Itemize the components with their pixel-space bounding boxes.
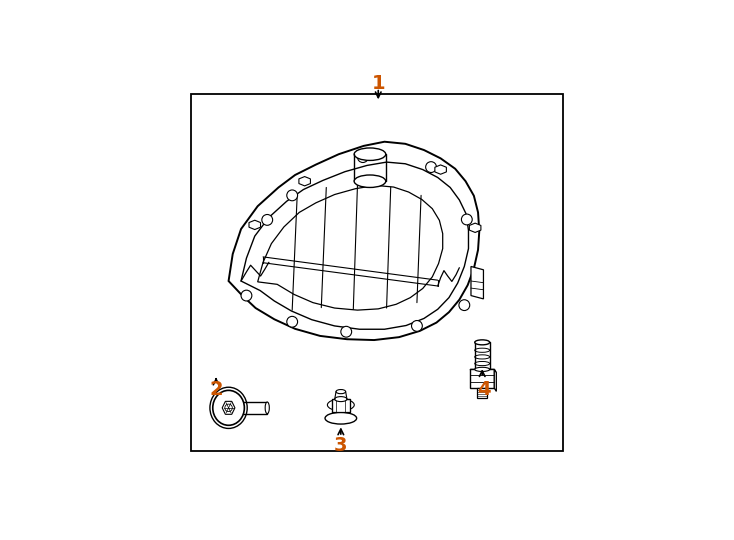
Polygon shape (299, 177, 310, 186)
Circle shape (459, 300, 470, 310)
Circle shape (262, 214, 272, 225)
Text: 3: 3 (334, 436, 348, 455)
Polygon shape (494, 369, 496, 392)
Circle shape (287, 316, 297, 327)
Ellipse shape (354, 175, 386, 187)
Circle shape (341, 326, 352, 337)
Ellipse shape (213, 390, 244, 426)
Ellipse shape (475, 367, 490, 372)
Ellipse shape (265, 402, 269, 414)
Polygon shape (470, 369, 496, 373)
Ellipse shape (335, 396, 347, 402)
Polygon shape (249, 220, 261, 230)
Circle shape (287, 190, 297, 201)
Polygon shape (435, 165, 446, 174)
Text: 1: 1 (371, 74, 385, 93)
Ellipse shape (336, 389, 346, 394)
Bar (332, 399, 349, 413)
Ellipse shape (327, 399, 355, 411)
Text: 2: 2 (209, 380, 223, 399)
Circle shape (412, 321, 422, 332)
Circle shape (357, 152, 368, 163)
Circle shape (462, 214, 472, 225)
Bar (477, 388, 487, 399)
Ellipse shape (475, 340, 490, 345)
Polygon shape (228, 141, 479, 340)
Ellipse shape (354, 148, 386, 160)
Text: 4: 4 (478, 380, 491, 399)
Polygon shape (469, 223, 481, 232)
Polygon shape (470, 369, 494, 388)
Bar (232, 402, 267, 414)
Ellipse shape (325, 413, 357, 424)
Circle shape (426, 161, 437, 172)
Polygon shape (471, 266, 484, 299)
Circle shape (241, 290, 252, 301)
Bar (191, 94, 563, 451)
